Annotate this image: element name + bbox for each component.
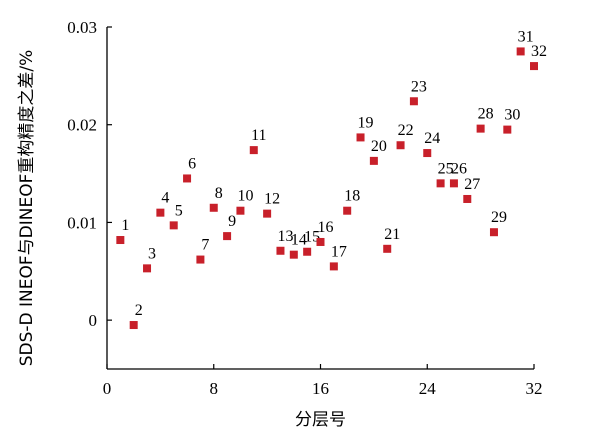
data-point-marker — [356, 133, 365, 142]
data-point-label: 5 — [175, 202, 183, 219]
data-point-label: 28 — [478, 106, 494, 123]
data-point-label: 25 — [438, 160, 454, 177]
axes: 0 8 16 24 32 00.010.020.03 — [67, 18, 542, 398]
data-point-marker — [409, 97, 418, 106]
data-point-marker — [343, 206, 352, 215]
x-tick-label: 24 — [419, 379, 437, 398]
data-point-marker — [503, 125, 512, 134]
data-point-marker — [516, 47, 525, 56]
data-point-marker — [449, 179, 458, 188]
data-points: 1234567891011121314151617181920212223242… — [116, 28, 547, 330]
data-point-label: 18 — [344, 188, 360, 205]
data-point-label: 29 — [491, 209, 507, 226]
data-point-label: 6 — [188, 155, 196, 172]
data-point-marker — [436, 179, 445, 188]
data-point-marker — [476, 124, 485, 133]
data-point-label: 16 — [318, 219, 334, 236]
x-tick-label: 8 — [210, 379, 219, 398]
data-point-label: 13 — [277, 228, 293, 245]
data-point-label: 7 — [201, 237, 209, 254]
data-point-label: 11 — [251, 127, 266, 144]
data-point-marker — [143, 264, 152, 273]
data-point-marker — [369, 156, 378, 165]
data-point-label: 17 — [331, 243, 347, 260]
data-point-marker — [289, 250, 298, 259]
data-point-label: 4 — [161, 190, 169, 207]
data-point-marker — [303, 247, 312, 256]
y-tick-label: 0 — [89, 311, 98, 330]
data-point-label: 27 — [464, 176, 480, 193]
data-point-label: 8 — [215, 185, 223, 202]
x-axis-title: 分层号 — [295, 410, 346, 430]
data-point-marker — [276, 246, 285, 255]
data-point-label: 1 — [121, 217, 129, 234]
y-tick-label: 0.01 — [67, 213, 97, 232]
data-point-label: 22 — [398, 122, 414, 139]
data-point-marker — [489, 228, 498, 237]
data-point-label: 20 — [371, 138, 387, 155]
data-point-marker — [236, 206, 245, 215]
data-point-label: 32 — [531, 43, 547, 60]
data-point-label: 14 — [291, 232, 307, 249]
data-point-marker — [383, 244, 392, 253]
x-tick-label: 0 — [103, 379, 112, 398]
data-point-label: 26 — [451, 160, 467, 177]
y-axis-title: SDS-D INEOF与DINEOF重构精度之差/% — [17, 50, 37, 367]
data-point-marker — [316, 237, 325, 246]
data-point-marker — [196, 255, 205, 264]
data-point-label: 2 — [135, 302, 143, 319]
data-point-marker — [169, 221, 178, 230]
data-point-marker — [129, 321, 138, 330]
data-point-label: 30 — [504, 107, 520, 124]
data-point-label: 3 — [148, 245, 156, 262]
data-point-label: 9 — [228, 213, 236, 230]
y-tick-label: 0.02 — [67, 116, 97, 135]
x-tick-label: 32 — [526, 379, 543, 398]
data-point-marker — [463, 194, 472, 203]
data-point-marker — [209, 203, 218, 212]
data-point-label: 19 — [358, 114, 374, 131]
y-ticks: 0 0.01 0.02 0.03 — [67, 18, 112, 330]
data-point-marker — [249, 146, 258, 155]
data-point-label: 12 — [264, 191, 280, 208]
data-point-label: 21 — [384, 226, 400, 243]
x-tick-label: 16 — [312, 379, 329, 398]
data-point-marker — [156, 208, 165, 217]
data-point-marker — [223, 232, 232, 241]
data-point-marker — [183, 174, 192, 183]
x-ticks: 0 8 16 24 32 — [103, 364, 543, 398]
data-point-marker — [530, 62, 538, 71]
data-point-marker — [263, 209, 272, 218]
data-point-label: 24 — [424, 130, 440, 147]
y-tick-label: 0.03 — [67, 18, 97, 37]
data-point-label: 31 — [518, 28, 534, 45]
data-point-marker — [423, 149, 432, 158]
data-point-marker — [116, 236, 125, 245]
data-point-label: 23 — [411, 78, 427, 95]
data-point-label: 15 — [304, 229, 320, 246]
data-point-label: 10 — [237, 188, 253, 205]
data-point-marker — [396, 141, 405, 150]
data-point-marker — [329, 262, 338, 271]
